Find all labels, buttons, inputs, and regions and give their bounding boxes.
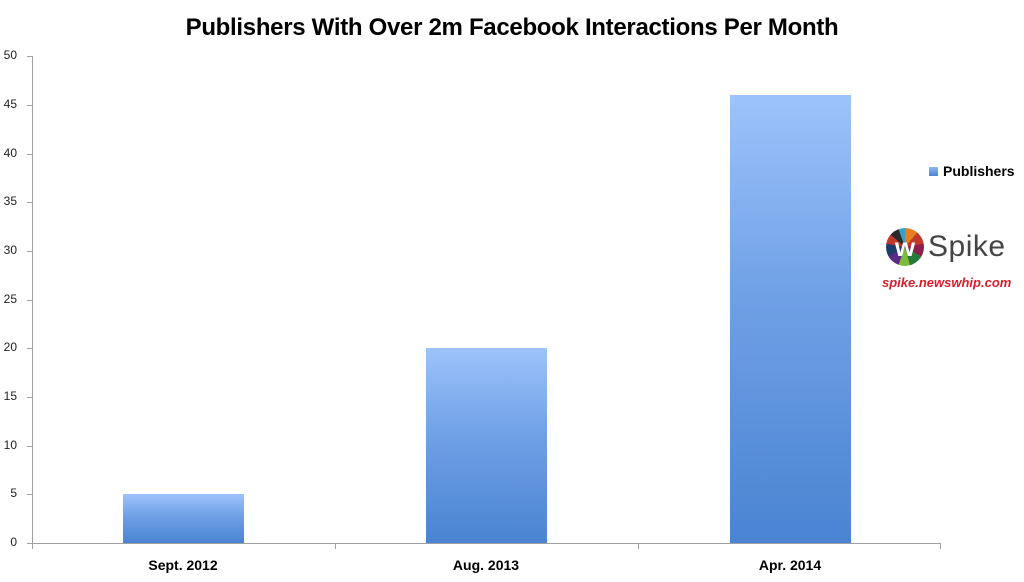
- y-tick: [27, 154, 32, 155]
- y-tick-label: 45: [3, 97, 17, 111]
- newswhip-logo-icon: w: [886, 228, 924, 266]
- x-tick: [638, 543, 639, 549]
- y-tick-label: 50: [3, 48, 17, 62]
- x-tick-label: Aug. 2013: [452, 557, 520, 573]
- logo-letter: w: [894, 232, 916, 262]
- logo-name: Spike: [928, 230, 1006, 263]
- spike-url: spike.newswhip.com: [882, 275, 1012, 290]
- bar-aug-2013: [426, 348, 547, 543]
- bar-sept-2012: [123, 494, 244, 543]
- y-tick-label: 20: [3, 340, 17, 354]
- x-tick: [335, 543, 336, 549]
- x-tick-label: Apr. 2014: [758, 557, 822, 573]
- y-tick-label: 0: [10, 535, 17, 549]
- x-tick-label: Sept. 2012: [148, 557, 218, 573]
- x-tick: [32, 543, 33, 549]
- y-tick: [27, 348, 32, 349]
- y-tick: [27, 446, 32, 447]
- y-tick-label: 30: [3, 243, 17, 257]
- y-tick-label: 40: [3, 146, 17, 160]
- legend: Publishers: [929, 163, 1015, 179]
- y-tick-label: 35: [3, 194, 17, 208]
- y-tick-label: 15: [3, 389, 17, 403]
- y-axis-line: [32, 56, 33, 548]
- x-tick: [940, 543, 941, 549]
- y-tick: [27, 105, 32, 106]
- y-tick: [27, 56, 32, 57]
- y-tick-label: 5: [10, 486, 17, 500]
- y-tick: [27, 300, 32, 301]
- y-tick: [27, 397, 32, 398]
- bar-apr-2014: [730, 95, 851, 543]
- legend-swatch: [929, 166, 938, 176]
- spike-logo: w Spike: [886, 228, 1006, 266]
- y-tick-label: 10: [3, 438, 17, 452]
- legend-label: Publishers: [943, 163, 1015, 179]
- y-tick: [27, 251, 32, 252]
- y-tick: [27, 494, 32, 495]
- y-tick-label: 25: [3, 292, 17, 306]
- x-axis-line: [32, 543, 941, 544]
- y-tick: [27, 202, 32, 203]
- chart-title: Publishers With Over 2m Facebook Interac…: [185, 14, 839, 41]
- y-tick: [27, 543, 32, 544]
